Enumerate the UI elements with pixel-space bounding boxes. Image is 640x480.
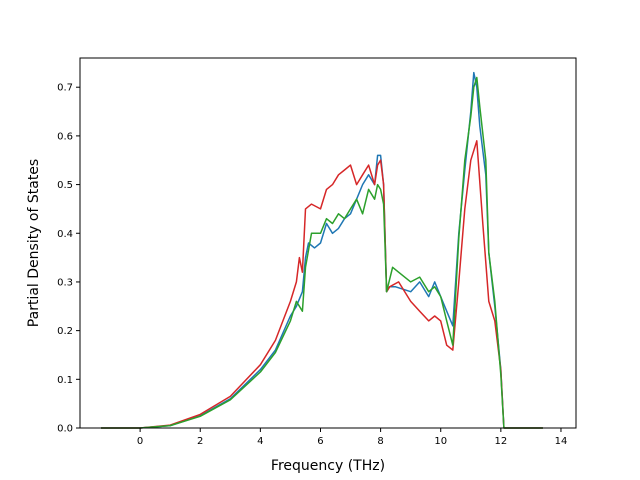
y-tick-label: 0.4 bbox=[57, 229, 73, 240]
x-tick-label: 0 bbox=[137, 436, 143, 447]
x-tick-label: 14 bbox=[555, 436, 568, 447]
y-axis-label: Partial Density of States bbox=[26, 159, 42, 327]
x-tick-label: 6 bbox=[317, 436, 323, 447]
x-axis: 0 2 4 6 8 10 12 14 bbox=[137, 428, 567, 447]
y-axis: 0.0 0.1 0.2 0.3 0.4 0.5 0.6 0.7 bbox=[57, 83, 80, 435]
x-tick-label: 4 bbox=[257, 436, 263, 447]
plot-lines bbox=[101, 71, 543, 429]
y-tick-label: 0.3 bbox=[57, 277, 73, 288]
y-tick-label: 0.7 bbox=[57, 83, 73, 94]
y-tick-label: 0.5 bbox=[57, 180, 73, 191]
series-line-1 bbox=[101, 71, 543, 429]
y-tick-label: 0.6 bbox=[57, 131, 73, 142]
plot-frame bbox=[79, 57, 577, 429]
series-line-3 bbox=[101, 76, 543, 429]
y-tick-label: 0.0 bbox=[57, 424, 73, 435]
x-tick-label: 8 bbox=[377, 436, 383, 447]
x-tick-label: 10 bbox=[434, 436, 447, 447]
x-axis-label: Frequency (THz) bbox=[271, 458, 385, 474]
series-line-2 bbox=[101, 140, 543, 429]
y-tick-label: 0.2 bbox=[57, 326, 73, 337]
x-tick-label: 12 bbox=[494, 436, 507, 447]
x-tick-label: 2 bbox=[197, 436, 203, 447]
y-tick-label: 0.1 bbox=[57, 375, 73, 386]
